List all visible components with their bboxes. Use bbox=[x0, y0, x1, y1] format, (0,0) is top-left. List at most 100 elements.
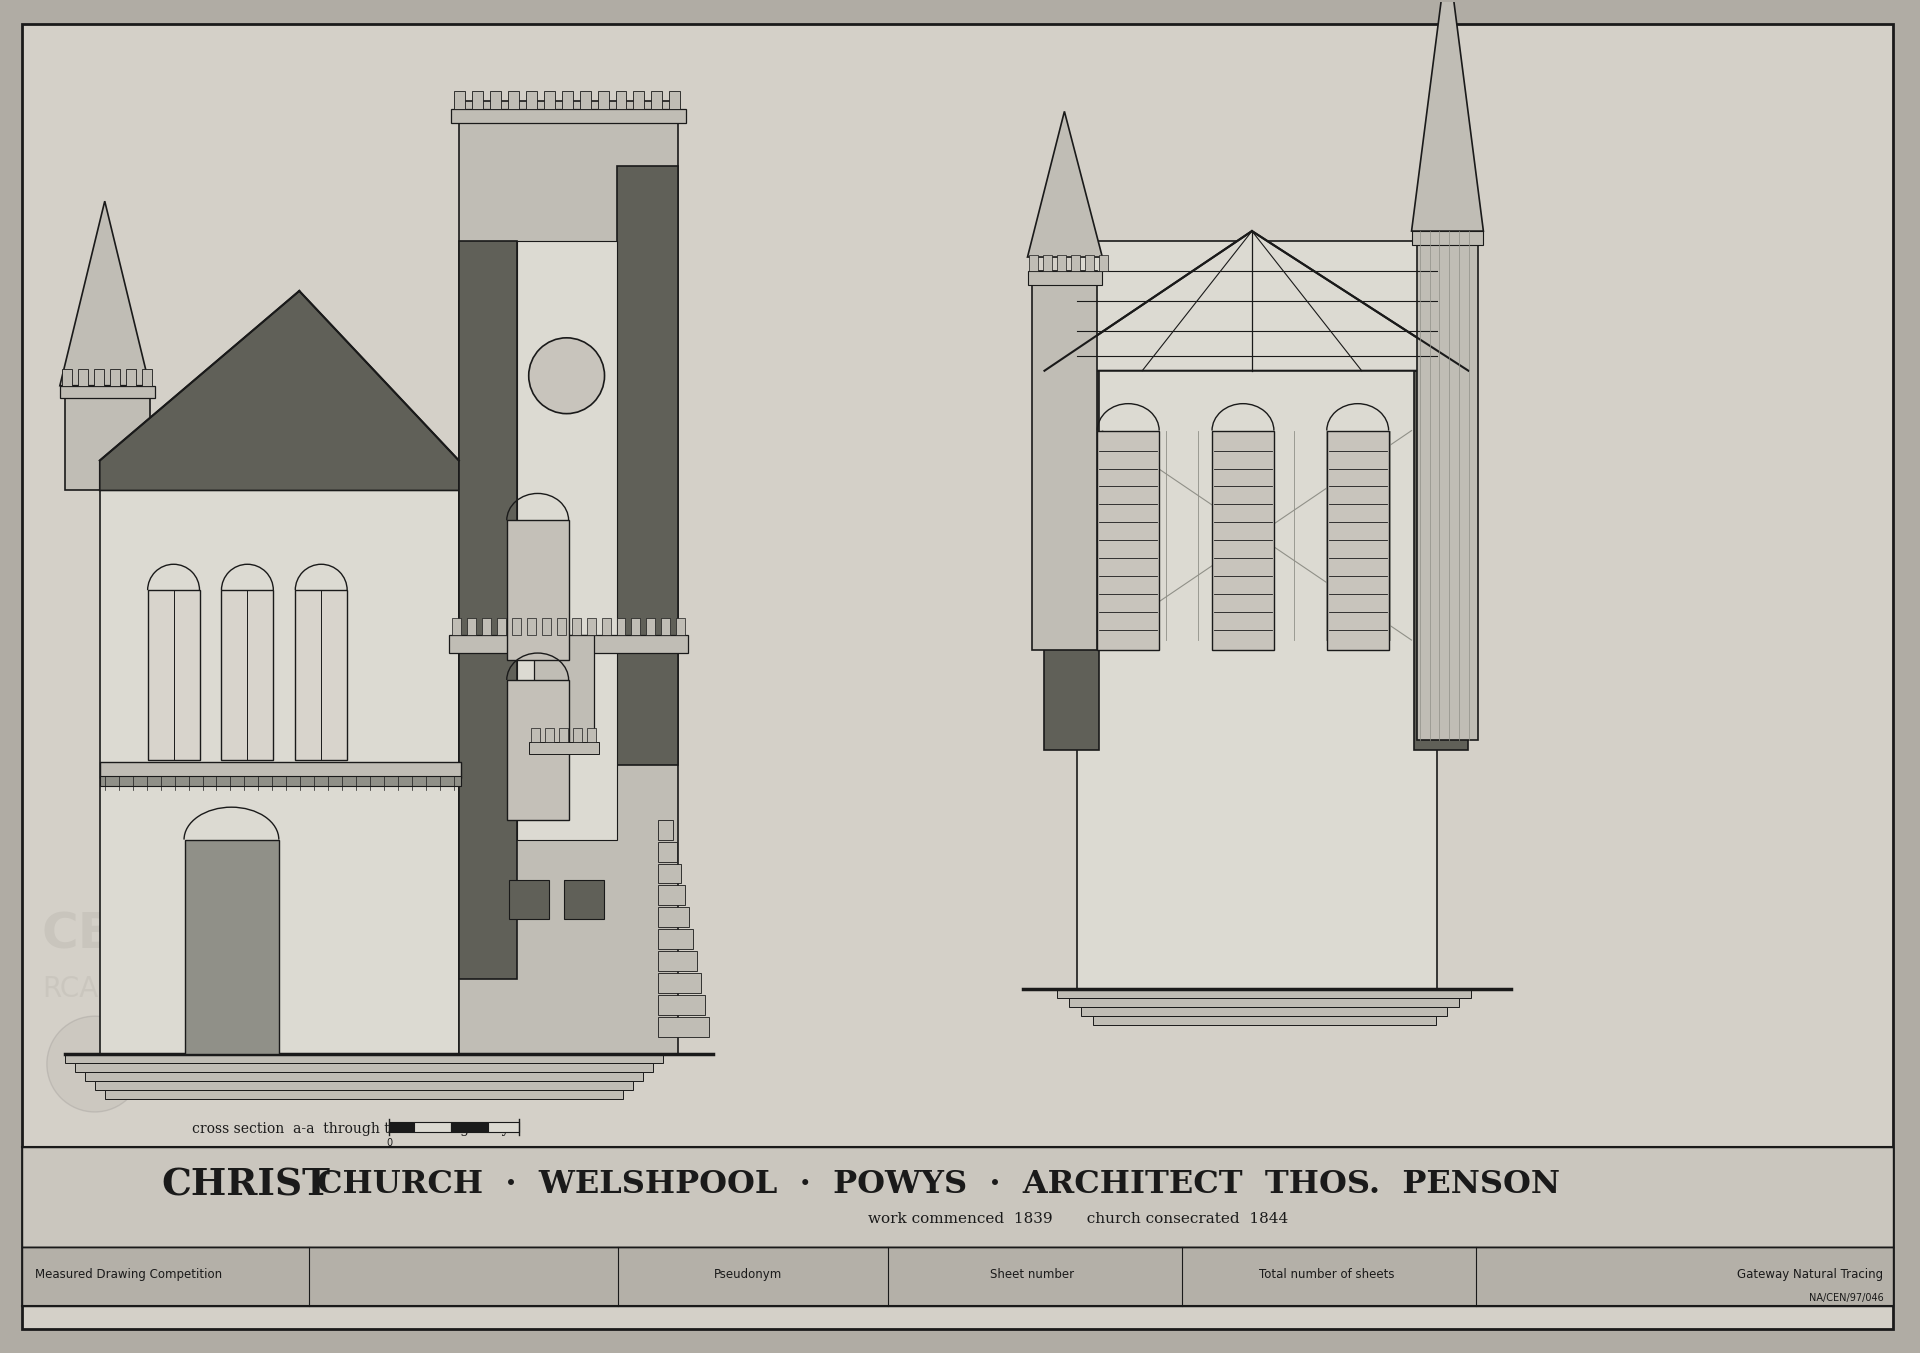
Bar bbox=[507, 92, 518, 110]
Bar bbox=[659, 973, 701, 993]
Bar bbox=[60, 386, 156, 398]
Text: CHRIST: CHRIST bbox=[161, 1166, 330, 1203]
Bar bbox=[660, 618, 670, 635]
Bar bbox=[100, 775, 461, 786]
Polygon shape bbox=[1044, 231, 1469, 371]
Bar bbox=[61, 369, 71, 386]
Bar bbox=[528, 741, 599, 754]
Bar bbox=[572, 618, 580, 635]
Bar bbox=[84, 1072, 643, 1081]
Polygon shape bbox=[60, 202, 150, 386]
Bar bbox=[296, 590, 348, 760]
Bar bbox=[488, 1122, 518, 1132]
Text: Total number of sheets: Total number of sheets bbox=[1260, 1268, 1394, 1281]
Bar bbox=[580, 92, 591, 110]
Bar bbox=[616, 92, 626, 110]
Bar bbox=[563, 92, 572, 110]
Bar bbox=[482, 618, 492, 635]
Bar bbox=[659, 908, 689, 927]
Bar bbox=[659, 885, 685, 905]
Bar bbox=[1077, 241, 1436, 989]
Bar bbox=[659, 863, 682, 884]
Bar bbox=[106, 1091, 624, 1099]
Text: Pseudonym: Pseudonym bbox=[714, 1268, 781, 1281]
Bar bbox=[588, 618, 595, 635]
Bar bbox=[1058, 254, 1066, 271]
Bar bbox=[507, 681, 568, 820]
Bar bbox=[125, 369, 136, 386]
Bar bbox=[21, 1147, 1893, 1246]
Text: Coflein.gov.uk: Coflein.gov.uk bbox=[159, 839, 532, 890]
Text: work commenced  1839       church consecrated  1844: work commenced 1839 church consecrated 1… bbox=[868, 1212, 1288, 1226]
Bar bbox=[632, 618, 641, 635]
Bar bbox=[184, 840, 278, 1054]
Bar bbox=[659, 820, 674, 840]
Bar bbox=[1085, 254, 1094, 271]
Bar bbox=[459, 101, 678, 1054]
Text: RCAHMW: RCAHMW bbox=[42, 976, 171, 1003]
Bar bbox=[467, 618, 476, 635]
Bar bbox=[676, 618, 685, 635]
Bar bbox=[659, 842, 678, 862]
Bar bbox=[597, 92, 609, 110]
Polygon shape bbox=[1411, 0, 1484, 231]
Bar bbox=[530, 728, 540, 741]
Bar bbox=[65, 391, 150, 490]
Polygon shape bbox=[100, 291, 459, 490]
Bar bbox=[221, 590, 273, 760]
Polygon shape bbox=[459, 300, 509, 490]
Bar bbox=[1100, 254, 1108, 271]
Text: cross section  a-a  through tower and gallery: cross section a-a through tower and gall… bbox=[192, 1122, 509, 1137]
Bar bbox=[1027, 271, 1102, 285]
Bar bbox=[564, 879, 603, 920]
Bar bbox=[507, 521, 568, 660]
Bar bbox=[1058, 989, 1471, 999]
Bar bbox=[557, 618, 566, 635]
Bar bbox=[65, 1054, 664, 1063]
Text: Measured Drawing Competition: Measured Drawing Competition bbox=[35, 1268, 223, 1281]
Bar bbox=[509, 879, 549, 920]
Bar bbox=[513, 618, 520, 635]
Bar bbox=[497, 618, 505, 635]
Bar bbox=[415, 1122, 451, 1132]
Bar bbox=[472, 92, 482, 110]
Bar bbox=[1212, 430, 1273, 649]
Text: CBHC: CBHC bbox=[42, 911, 196, 958]
Text: Sheet number: Sheet number bbox=[991, 1268, 1075, 1281]
Bar bbox=[1029, 254, 1039, 271]
Bar bbox=[1411, 231, 1484, 245]
Bar bbox=[526, 92, 538, 110]
Bar bbox=[541, 618, 551, 635]
Bar bbox=[1098, 430, 1160, 649]
Text: NA/CEN/97/046: NA/CEN/97/046 bbox=[1809, 1293, 1884, 1303]
Text: 0: 0 bbox=[386, 1138, 392, 1147]
Bar bbox=[451, 110, 685, 123]
Bar bbox=[670, 92, 680, 110]
Bar bbox=[390, 1122, 415, 1132]
Bar bbox=[601, 618, 611, 635]
Bar bbox=[1033, 271, 1098, 649]
Bar bbox=[659, 930, 693, 950]
Bar bbox=[659, 996, 705, 1015]
Text: Gateway Natural Tracing: Gateway Natural Tracing bbox=[1738, 1268, 1884, 1281]
Bar bbox=[659, 951, 697, 971]
Bar bbox=[1081, 1007, 1448, 1016]
Bar bbox=[651, 92, 662, 110]
Bar bbox=[451, 1122, 488, 1132]
Bar bbox=[94, 369, 104, 386]
Bar bbox=[1092, 1016, 1436, 1026]
Bar bbox=[490, 92, 501, 110]
Circle shape bbox=[46, 1016, 142, 1112]
Circle shape bbox=[528, 338, 605, 414]
Bar bbox=[516, 241, 616, 840]
Bar bbox=[572, 728, 582, 741]
Bar bbox=[21, 1246, 1893, 1307]
Text: CHURCH  ·  WELSHPOOL  ·  POWYS  ·  ARCHITECT  THOS.  PENSON: CHURCH · WELSHPOOL · POWYS · ARCHITECT T… bbox=[317, 1169, 1561, 1200]
Bar bbox=[1417, 231, 1478, 740]
Bar bbox=[526, 618, 536, 635]
Bar bbox=[79, 369, 88, 386]
Bar bbox=[647, 618, 655, 635]
Bar bbox=[94, 1081, 634, 1091]
Bar bbox=[1043, 254, 1052, 271]
Bar bbox=[543, 92, 555, 110]
